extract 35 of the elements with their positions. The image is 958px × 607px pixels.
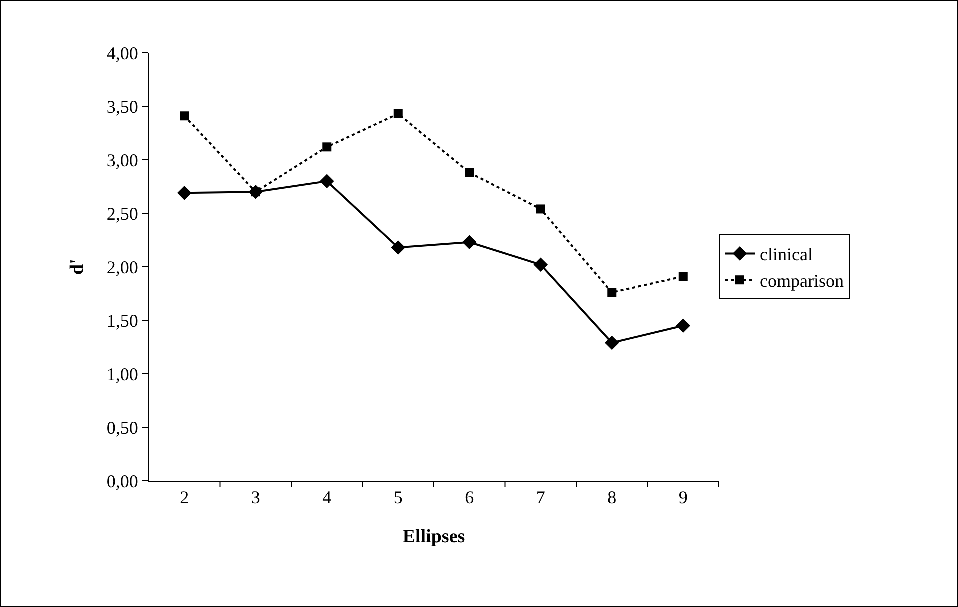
x-axis-title: Ellipses xyxy=(402,526,466,548)
x-tick-label: 8 xyxy=(608,488,617,508)
y-tick-label: 2,50 xyxy=(106,204,138,224)
point xyxy=(676,318,691,333)
x-tick-label: 7 xyxy=(536,488,546,508)
y-tick-label: 0,50 xyxy=(106,418,138,438)
y-axis-title: d' xyxy=(66,259,88,275)
legend-label: comparison xyxy=(760,271,844,292)
x-tick-label: 9 xyxy=(678,488,688,508)
x-tick-label: 2 xyxy=(180,488,190,508)
x-tick-label: 5 xyxy=(394,488,403,508)
point xyxy=(462,235,477,250)
point xyxy=(177,186,192,200)
point xyxy=(180,112,190,121)
y-tick-label: 2,00 xyxy=(106,257,138,278)
y-tick-label: 1,00 xyxy=(106,364,138,384)
x-tick-label: 4 xyxy=(322,488,332,508)
y-tick-label: 3,00 xyxy=(106,150,138,170)
y-tick-label: 1,50 xyxy=(106,310,138,331)
point xyxy=(536,204,546,214)
point xyxy=(678,272,688,282)
x-tick-label: 6 xyxy=(465,488,474,508)
point xyxy=(534,258,548,272)
point xyxy=(465,168,474,178)
legend-label: clinical xyxy=(760,244,813,265)
y-tick-label: 4,00 xyxy=(106,43,138,64)
y-tick-label: 0,00 xyxy=(106,471,138,492)
point xyxy=(394,109,403,118)
y-tick-label: 3,50 xyxy=(106,96,138,117)
point xyxy=(608,288,617,298)
x-tick-label: 3 xyxy=(251,488,260,508)
point xyxy=(604,336,620,350)
point xyxy=(322,142,332,152)
point xyxy=(320,174,334,189)
point xyxy=(391,240,406,255)
